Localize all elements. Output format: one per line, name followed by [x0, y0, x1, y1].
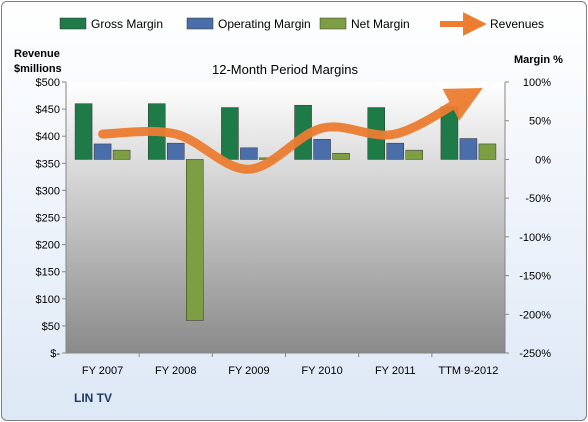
left-tick-label: $350	[36, 158, 60, 170]
legend-label-operating-margin: Operating Margin	[218, 17, 311, 31]
right-tick-label: -200%	[519, 309, 551, 321]
chart-title: 12-Month Period Margins	[212, 62, 358, 77]
left-tick-label: $300	[36, 185, 60, 197]
line-revenues	[98, 88, 483, 174]
bar-operating-margin	[93, 143, 112, 160]
company-label: LIN TV	[74, 391, 112, 405]
right-axis-title: Margin %	[514, 54, 563, 66]
legend-label-net-margin: Net Margin	[351, 17, 410, 31]
axis-labels: Revenue $millions Margin %	[14, 48, 563, 75]
left-tick-label: $400	[36, 131, 60, 143]
legend-label-gross-margin: Gross Margin	[91, 17, 163, 31]
right-tick-label: -100%	[519, 232, 551, 244]
left-axis-title-line2: $millions	[14, 63, 62, 75]
right-tick-label: -150%	[519, 271, 551, 283]
x-tick-label: FY 2007	[82, 365, 123, 377]
legend-swatch-gross-margin	[59, 17, 87, 30]
legend-label-revenues: Revenues	[490, 17, 544, 31]
bar-net-margin	[478, 143, 497, 160]
bar-operating-margin	[240, 147, 258, 160]
legend: Gross Margin Operating Margin Net Margin Re…	[59, 12, 544, 36]
bar-operating-margin	[459, 138, 478, 160]
left-tick-label: $100	[36, 294, 60, 306]
left-axis-title-line1: Revenue	[14, 48, 60, 60]
right-tick-label: 100%	[523, 77, 551, 89]
bar-operating-margin	[167, 142, 185, 160]
plot-area	[66, 82, 505, 353]
x-tick-label: TTM 9-2012	[438, 365, 498, 377]
bar-gross-margin	[74, 103, 93, 160]
right-tick-label: -250%	[519, 348, 551, 360]
axes: $- $50 $100 $150 $200 $250 $300 $350 $400 $450 $50…	[36, 77, 552, 377]
left-tick-label: $250	[36, 213, 60, 225]
x-tick-label: FY 2008	[155, 365, 196, 377]
right-tick-label: 50%	[529, 116, 551, 128]
bar-net-margin	[332, 152, 350, 160]
left-tick-label: $200	[36, 240, 60, 252]
legend-swatch-net-margin	[319, 17, 347, 30]
bar-operating-margin	[386, 142, 404, 160]
legend-swatch-operating-margin	[186, 17, 214, 30]
right-tick-label: 0%	[535, 154, 551, 166]
x-tick-label: FY 2011	[375, 365, 416, 377]
bar-net-margin	[405, 149, 423, 160]
left-tick-label: $500	[36, 77, 60, 89]
bar-net-margin	[186, 159, 204, 321]
right-tick-label: -50%	[525, 193, 551, 205]
revenue-line-layer	[98, 88, 483, 174]
x-tick-label: FY 2009	[228, 365, 269, 377]
left-tick-label: $450	[36, 104, 60, 116]
bar-net-margin	[112, 149, 131, 160]
bar-gross-margin	[221, 107, 239, 160]
left-tick-label: $50	[42, 321, 60, 333]
x-tick-label: FY 2010	[301, 365, 342, 377]
bar-operating-margin	[313, 139, 331, 160]
left-tick-label: $-	[50, 348, 60, 360]
left-tick-label: $150	[36, 267, 60, 279]
